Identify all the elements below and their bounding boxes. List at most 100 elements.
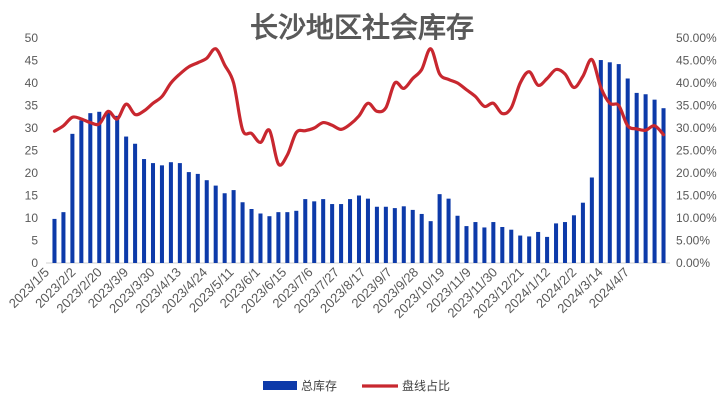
bar xyxy=(159,165,164,263)
bar xyxy=(115,115,120,263)
bar xyxy=(473,222,478,263)
bar xyxy=(536,231,541,263)
right-tick-label: 15.00% xyxy=(676,189,717,203)
bar xyxy=(500,227,505,263)
right-tick-label: 10.00% xyxy=(676,211,717,225)
bar xyxy=(634,92,639,264)
bar xyxy=(598,60,603,263)
bar xyxy=(124,136,129,263)
bar xyxy=(383,206,388,263)
left-tick-label: 30 xyxy=(25,121,39,135)
bar xyxy=(482,227,487,263)
bar xyxy=(267,216,272,263)
bar xyxy=(285,212,290,263)
bar xyxy=(661,108,666,263)
legend: 总库存 盘线占比 xyxy=(263,378,450,393)
bar xyxy=(589,177,594,263)
bar xyxy=(571,215,576,263)
bar xyxy=(276,212,281,263)
right-tick-label: 50.00% xyxy=(676,31,717,45)
bar xyxy=(401,206,406,263)
bar xyxy=(150,163,156,263)
bar xyxy=(616,64,621,263)
x-axis: 2023/1/52023/2/22023/2/202023/3/92023/3/… xyxy=(6,265,632,322)
left-tick-label: 10 xyxy=(25,211,39,225)
bar xyxy=(303,199,308,263)
bar xyxy=(70,133,75,263)
bar xyxy=(464,226,469,263)
bar xyxy=(437,194,442,263)
left-tick-label: 35 xyxy=(25,99,39,113)
bar xyxy=(518,235,523,263)
bar xyxy=(321,199,326,263)
bar xyxy=(240,202,245,263)
bar xyxy=(554,223,559,263)
bar xyxy=(509,229,514,263)
right-tick-label: 45.00% xyxy=(676,54,717,68)
right-axis: 0.00% 5.00% 10.00% 15.00% 20.00% 25.00% 30.00%… xyxy=(676,31,717,270)
bar xyxy=(258,213,263,263)
bar xyxy=(625,78,630,263)
bar xyxy=(419,213,424,263)
bar xyxy=(356,195,362,263)
right-tick-label: 35.00% xyxy=(676,99,717,113)
bar xyxy=(374,206,379,263)
bar xyxy=(222,193,227,263)
bar xyxy=(607,62,612,263)
left-tick-label: 40 xyxy=(25,76,39,90)
left-tick-label: 5 xyxy=(31,234,38,248)
right-tick-label: 20.00% xyxy=(676,166,717,180)
right-tick-label: 0.00% xyxy=(676,256,710,270)
right-tick-label: 40.00% xyxy=(676,76,717,90)
left-tick-label: 20 xyxy=(25,166,39,180)
left-tick-label: 0 xyxy=(31,256,38,270)
left-tick-label: 15 xyxy=(25,189,39,203)
bar xyxy=(446,198,451,263)
bar xyxy=(61,212,66,263)
bar xyxy=(455,215,460,263)
bar xyxy=(643,94,648,263)
bar xyxy=(491,222,496,263)
bar-series xyxy=(52,60,666,264)
bar xyxy=(348,199,353,263)
right-tick-label: 5.00% xyxy=(676,234,710,248)
bar xyxy=(392,208,397,263)
left-tick-label: 25 xyxy=(25,144,39,158)
bar xyxy=(204,180,209,263)
bar xyxy=(195,173,200,263)
bar xyxy=(88,113,93,264)
bar xyxy=(133,143,138,263)
bar xyxy=(545,236,550,263)
bar xyxy=(294,210,299,263)
bar xyxy=(168,162,173,263)
bar xyxy=(79,120,84,263)
bar xyxy=(312,201,317,263)
bar xyxy=(527,236,532,263)
line-series xyxy=(52,47,666,167)
right-tick-label: 30.00% xyxy=(676,121,717,135)
bar xyxy=(52,218,57,263)
bar xyxy=(106,110,111,264)
bar xyxy=(562,222,568,263)
legend-label-bar: 总库存 xyxy=(301,378,337,393)
bar xyxy=(652,99,657,264)
bar xyxy=(177,163,182,263)
bar xyxy=(339,204,344,263)
bar xyxy=(249,209,254,263)
bar xyxy=(186,172,191,263)
bar xyxy=(142,159,147,263)
bar xyxy=(330,204,335,263)
bar xyxy=(428,221,433,263)
bar xyxy=(580,202,585,263)
bar xyxy=(231,190,236,263)
chart-title: 长沙地区社会库存 xyxy=(250,11,474,44)
legend-swatch-bar xyxy=(263,381,297,390)
left-tick-label: 50 xyxy=(25,31,39,45)
bar xyxy=(410,209,415,263)
left-tick-label: 45 xyxy=(25,54,39,68)
bar xyxy=(213,185,218,263)
legend-label-line: 盘线占比 xyxy=(402,378,450,393)
bar xyxy=(97,111,102,263)
